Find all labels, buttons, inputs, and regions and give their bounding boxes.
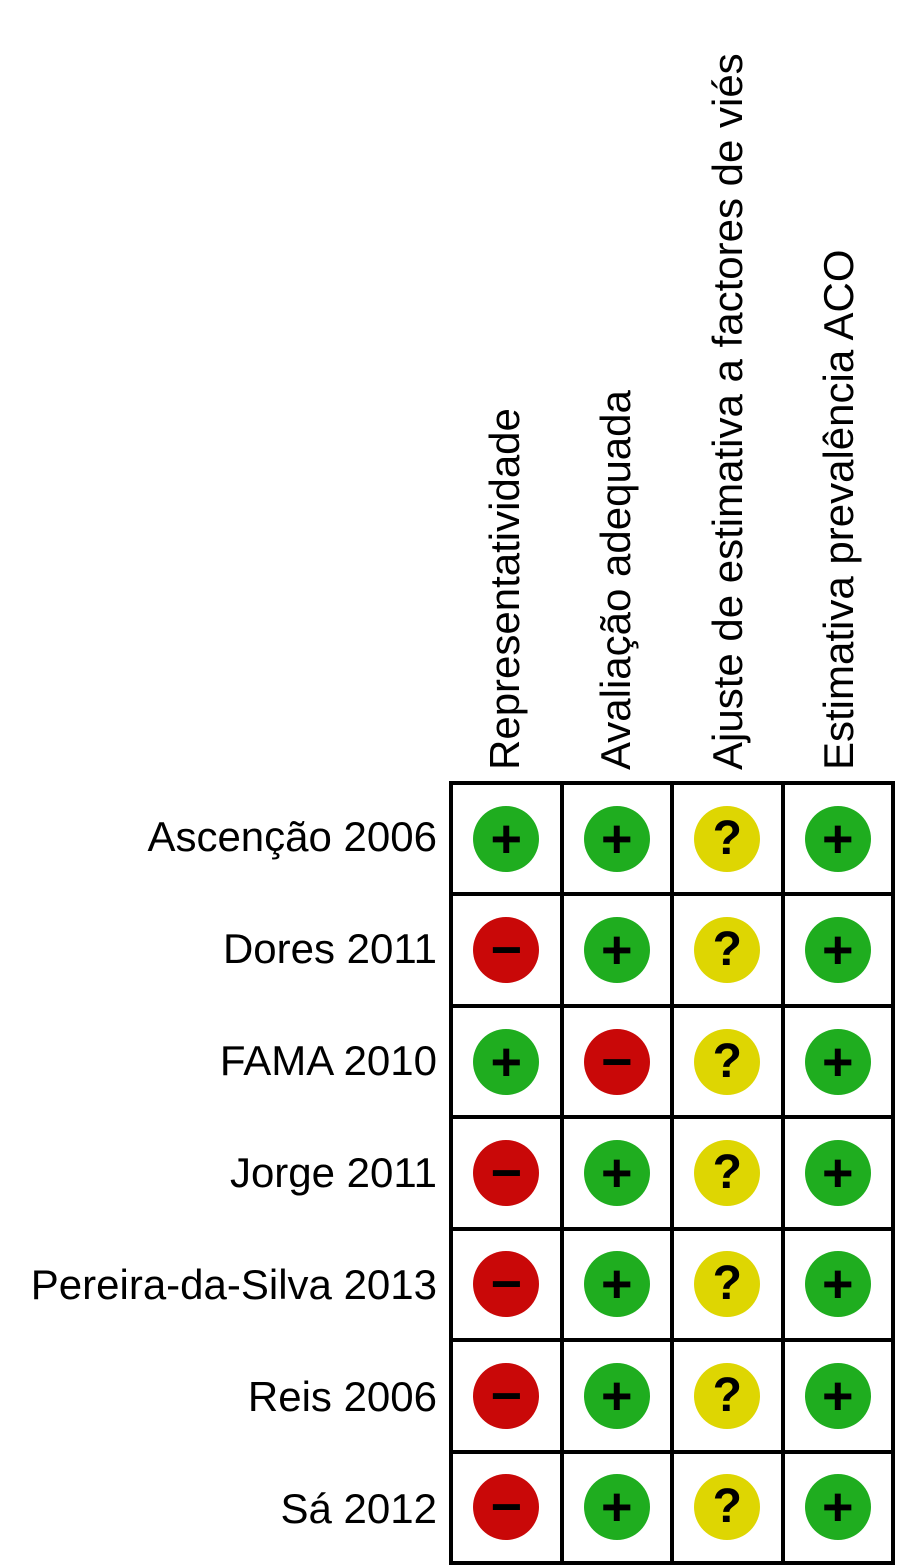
judgement-cell: ? <box>672 1340 783 1452</box>
judgement-cell: ? <box>672 1451 783 1563</box>
judgement-cell: ? <box>672 783 783 895</box>
judgement-question-icon: ? <box>694 1362 761 1429</box>
judgement-cell: ? <box>672 1005 783 1118</box>
judgement-cell: + <box>561 1451 672 1563</box>
judgement-cell: ? <box>672 894 783 1006</box>
column-header-avaliacao-adequada: Avaliação adequada <box>592 390 639 770</box>
judgement-cell: − <box>451 1228 562 1341</box>
judgement-plus-icon: + <box>583 1251 650 1318</box>
judgement-plus-icon: + <box>804 917 871 984</box>
judgement-plus-icon: + <box>583 805 650 872</box>
judgement-question-icon: ? <box>694 1474 761 1541</box>
judgement-cell: + <box>561 783 672 895</box>
study-label: Sá 2012 <box>280 1485 437 1532</box>
column-header-estimativa-prevalencia: Estimativa prevalência ACO <box>815 249 862 770</box>
judgement-cell: − <box>451 894 562 1006</box>
study-label: Reis 2006 <box>247 1373 437 1420</box>
judgement-minus-icon: − <box>583 1028 650 1095</box>
judgement-cell: + <box>782 783 893 895</box>
judgement-plus-icon: + <box>583 1362 650 1429</box>
judgement-plus-icon: + <box>804 1251 871 1318</box>
judgement-plus-icon: + <box>804 1028 871 1095</box>
judgement-cell: + <box>782 1340 893 1452</box>
judgement-minus-icon: − <box>473 1251 540 1318</box>
column-header-representatividade: Representatividade <box>481 408 528 770</box>
judgement-cell: + <box>561 894 672 1006</box>
judgement-plus-icon: + <box>473 1028 540 1095</box>
study-label: FAMA 2010 <box>219 1037 437 1084</box>
judgement-cell: − <box>561 1005 672 1118</box>
judgement-cell: + <box>782 1228 893 1341</box>
judgement-question-icon: ? <box>694 1139 761 1206</box>
judgement-question-icon: ? <box>694 917 761 984</box>
judgement-plus-icon: + <box>804 1474 871 1541</box>
judgement-cell: + <box>561 1117 672 1229</box>
judgement-minus-icon: − <box>473 917 540 984</box>
judgement-question-icon: ? <box>694 805 761 872</box>
row-labels: Ascenção 2006 Dores 2011 FAMA 2010 Jorge 20… <box>0 781 437 1565</box>
judgement-cell: + <box>451 1005 562 1118</box>
judgement-cell: + <box>782 894 893 1006</box>
study-label: Pereira-da-Silva 2013 <box>30 1261 437 1308</box>
judgement-plus-icon: + <box>804 805 871 872</box>
judgement-cell: + <box>561 1340 672 1452</box>
study-label: Ascenção 2006 <box>147 813 437 860</box>
study-label: Jorge 2011 <box>229 1149 437 1196</box>
judgement-cell: + <box>561 1228 672 1341</box>
judgement-minus-icon: − <box>473 1474 540 1541</box>
judgement-cell: + <box>782 1117 893 1229</box>
judgement-cell: ? <box>672 1228 783 1341</box>
judgement-cell: + <box>782 1451 893 1563</box>
judgement-cell: + <box>782 1005 893 1118</box>
column-header-ajuste-estimativa: Ajuste de estimativa a factores de viés <box>704 53 751 770</box>
judgement-plus-icon: + <box>583 1474 650 1541</box>
study-label: Dores 2011 <box>222 925 437 972</box>
judgement-plus-icon: + <box>583 917 650 984</box>
judgement-question-icon: ? <box>694 1251 761 1318</box>
judgement-grid: + +? + − +? + + −? + − +? + − +? + − +? + − +? + <box>449 781 895 1565</box>
judgement-cell: − <box>451 1117 562 1229</box>
judgement-minus-icon: − <box>473 1362 540 1429</box>
judgement-plus-icon: + <box>583 1139 650 1206</box>
judgement-plus-icon: + <box>473 805 540 872</box>
judgement-cell: − <box>451 1451 562 1563</box>
judgement-plus-icon: + <box>804 1362 871 1429</box>
judgement-cell: − <box>451 1340 562 1452</box>
judgement-cell: + <box>451 783 562 895</box>
judgement-minus-icon: − <box>473 1139 540 1206</box>
judgement-cell: ? <box>672 1117 783 1229</box>
judgement-plus-icon: + <box>804 1139 871 1206</box>
judgement-question-icon: ? <box>694 1028 761 1095</box>
